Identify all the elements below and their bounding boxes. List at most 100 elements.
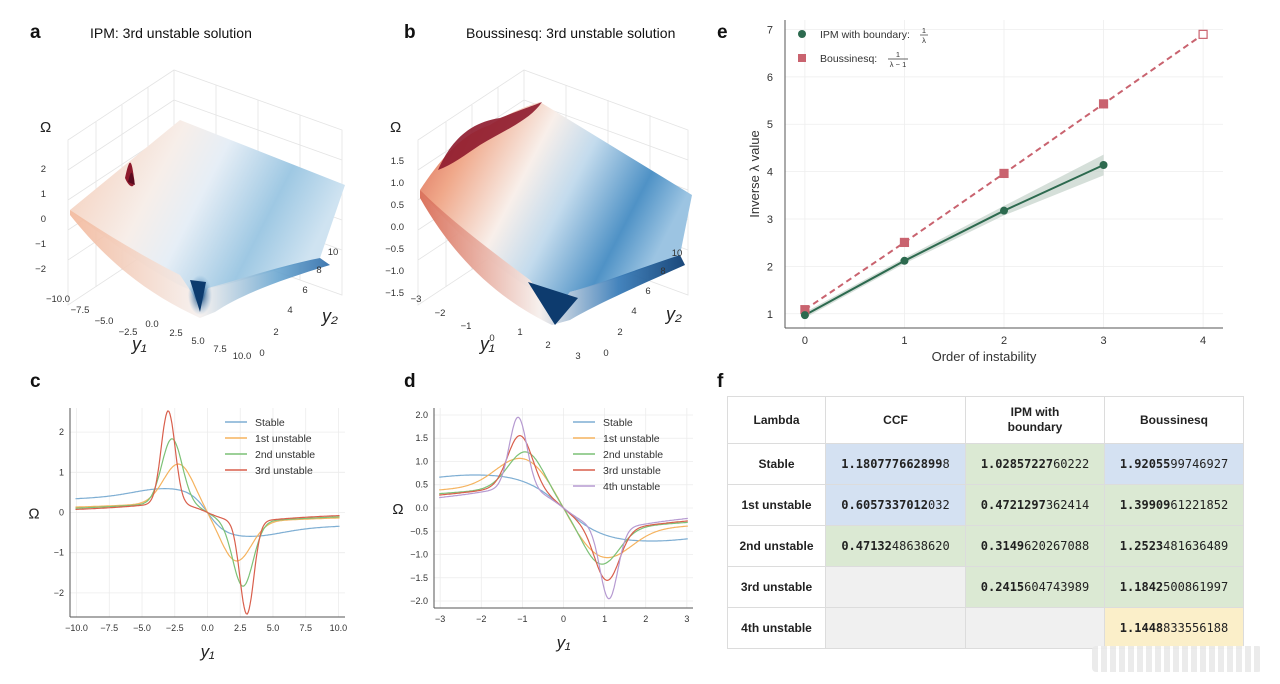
x-tick-label: 0 <box>561 614 566 624</box>
x-tick-label: 2.5 <box>234 623 247 633</box>
cell-value-rest: 48638620 <box>891 539 950 553</box>
y-tick-label: −0.5 <box>410 526 428 536</box>
data-point <box>1000 206 1008 215</box>
legend-frac-num: 1 <box>922 26 926 35</box>
y-tick-label: 8 <box>660 266 665 277</box>
table-row: 2nd unstable 0.4713248638620 0.31496202670… <box>727 525 1244 567</box>
grid <box>70 408 345 617</box>
data-point <box>1098 99 1109 109</box>
line-chart-c: −10.0 −7.5 −5.0 −2.5 0.0 2.5 5.0 7.5 10.0 2 1 0 −1 −2… <box>28 408 348 661</box>
x-axis-label: y₁ <box>556 633 571 652</box>
y-tick-label: 4 <box>767 167 773 179</box>
legend-marker <box>798 30 806 38</box>
y-tick-label: 2 <box>617 327 622 338</box>
lambda-table: Lambda CCF IPM with boundary Boussinesq … <box>727 396 1244 649</box>
y-tick-label: −2 <box>54 588 64 598</box>
y-tick-label: 5 <box>767 119 773 131</box>
table-cell: 1.1807776628998 <box>825 443 966 485</box>
x-tick-label: 2.5 <box>169 328 182 339</box>
data-point <box>999 168 1009 179</box>
y-tick-label: −1 <box>54 548 64 558</box>
panel-letter-b: b <box>404 22 416 43</box>
z-tick-label: −2 <box>35 264 46 275</box>
z-tick-label: 1 <box>41 189 46 200</box>
table-cell: 0.2415604743989 <box>965 566 1105 608</box>
table-cell <box>825 566 966 608</box>
legend-label: 1st unstable <box>603 433 660 445</box>
cell-value-rest: 604743989 <box>1024 580 1090 594</box>
legend-label: Boussinesq: <box>820 53 877 65</box>
y-tick-label: 1 <box>59 467 64 477</box>
x-tick-label: 5.0 <box>267 623 280 633</box>
x-tick-label: −2 <box>435 308 446 319</box>
cell-value-rest: 032 <box>928 498 950 512</box>
x-tick-label: 3 <box>684 614 689 624</box>
y-tick-label: −2.0 <box>410 596 428 606</box>
table-cell: 0.4721297362414 <box>965 484 1105 526</box>
cell-value-strong: 0.3149 <box>980 539 1025 553</box>
y-tick-label: 2.0 <box>415 410 428 420</box>
x-tick-label: −1 <box>461 321 472 332</box>
x-tick-label: 10.0 <box>233 351 252 362</box>
cell-value-strong: 0.4721297 <box>980 498 1046 512</box>
x-tick-label: 3 <box>1100 335 1106 347</box>
y-tick-label: 3 <box>767 214 773 226</box>
legend-label: IPM with boundary: <box>820 29 910 41</box>
table-cell: 1.1448833556188 <box>1104 607 1244 649</box>
panel-letter-e: e <box>717 22 728 43</box>
legend-label: Stable <box>255 417 285 429</box>
x-tick-label: 10.0 <box>330 623 348 633</box>
z-tick-label: −1.5 <box>385 288 404 299</box>
legend-label: 2nd unstable <box>255 449 315 461</box>
x-tick-label: −5.0 <box>133 623 151 633</box>
z-tick-label: −1.0 <box>385 266 404 277</box>
surface-ylabel-a: y₂ <box>320 306 338 326</box>
cell-value-strong: 1.1842 <box>1119 580 1164 594</box>
data-point <box>900 256 909 265</box>
panel-letter-c: c <box>30 371 41 392</box>
table-header-row: Lambda CCF IPM with boundary Boussinesq <box>727 396 1244 444</box>
y-axis-label: Ω <box>392 501 403 518</box>
x-tick-label: 2 <box>643 614 648 624</box>
row-label: 4th unstable <box>727 607 826 649</box>
panel-letter-a: a <box>30 22 41 43</box>
x-tick-label: 1 <box>901 335 907 347</box>
x-tick-label: 4 <box>1200 335 1206 347</box>
x-tick-label: 5.0 <box>191 336 204 347</box>
surface-zlabel-a: Ω <box>40 119 51 136</box>
x-axis-label: Order of instability <box>932 349 1037 364</box>
table-cell: 1.2523481636489 <box>1104 525 1244 567</box>
series-line <box>75 410 340 615</box>
y-axis-label: Ω <box>28 506 39 523</box>
y-tick-label: 0 <box>603 348 608 359</box>
row-label: 2nd unstable <box>727 525 826 567</box>
x-tick-label: 0 <box>802 335 808 347</box>
y-tick-label: 6 <box>645 286 650 297</box>
y-tick-label: 0 <box>59 508 64 518</box>
line-chart-e: 0 1 2 3 4 1 2 3 4 5 6 7 Order of instability Inverse … <box>747 20 1223 364</box>
table-row: 1st unstable 0.6057337012032 0.47212973624… <box>727 484 1244 526</box>
legend-label: 2nd unstable <box>603 449 663 461</box>
panel-title-a: IPM: 3rd unstable solution <box>90 25 252 41</box>
cell-value-rest: 620267088 <box>1024 539 1090 553</box>
surface-plot-a: −10.0−7.5−5.0 −2.50.02.5 5.07.510.0 024 … <box>35 69 345 362</box>
table-row: Stable 1.1807776628998 1.0285722760222 1.92… <box>727 443 1244 485</box>
y-tick-label: 2 <box>767 261 773 273</box>
x-tick-label: 2 <box>545 340 550 351</box>
cell-value-rest: 99746927 <box>1170 457 1229 471</box>
y-tick-label: 8 <box>316 265 321 276</box>
line-chart-d: −3 −2 −1 0 1 2 3 2.0 1.5 1.0 0.5 0.0 −0.5 −1.0 −1.5 −2.… <box>392 408 693 652</box>
data-point <box>1198 29 1208 39</box>
y-tick-label: 0.0 <box>415 503 428 513</box>
cell-value-strong: 1.1448 <box>1119 621 1164 635</box>
legend-frac-den: λ − 1 <box>890 60 906 69</box>
table-cell: 1.0285722760222 <box>965 443 1105 485</box>
z-tick-label: 1.0 <box>391 178 404 189</box>
cell-value-strong: 1.39909 <box>1119 498 1171 512</box>
x-tick-label: 2 <box>1001 335 1007 347</box>
z-tick-label: 2 <box>41 164 46 175</box>
y-tick-label: 1 <box>767 309 773 321</box>
cell-value-rest: 61221852 <box>1170 498 1229 512</box>
